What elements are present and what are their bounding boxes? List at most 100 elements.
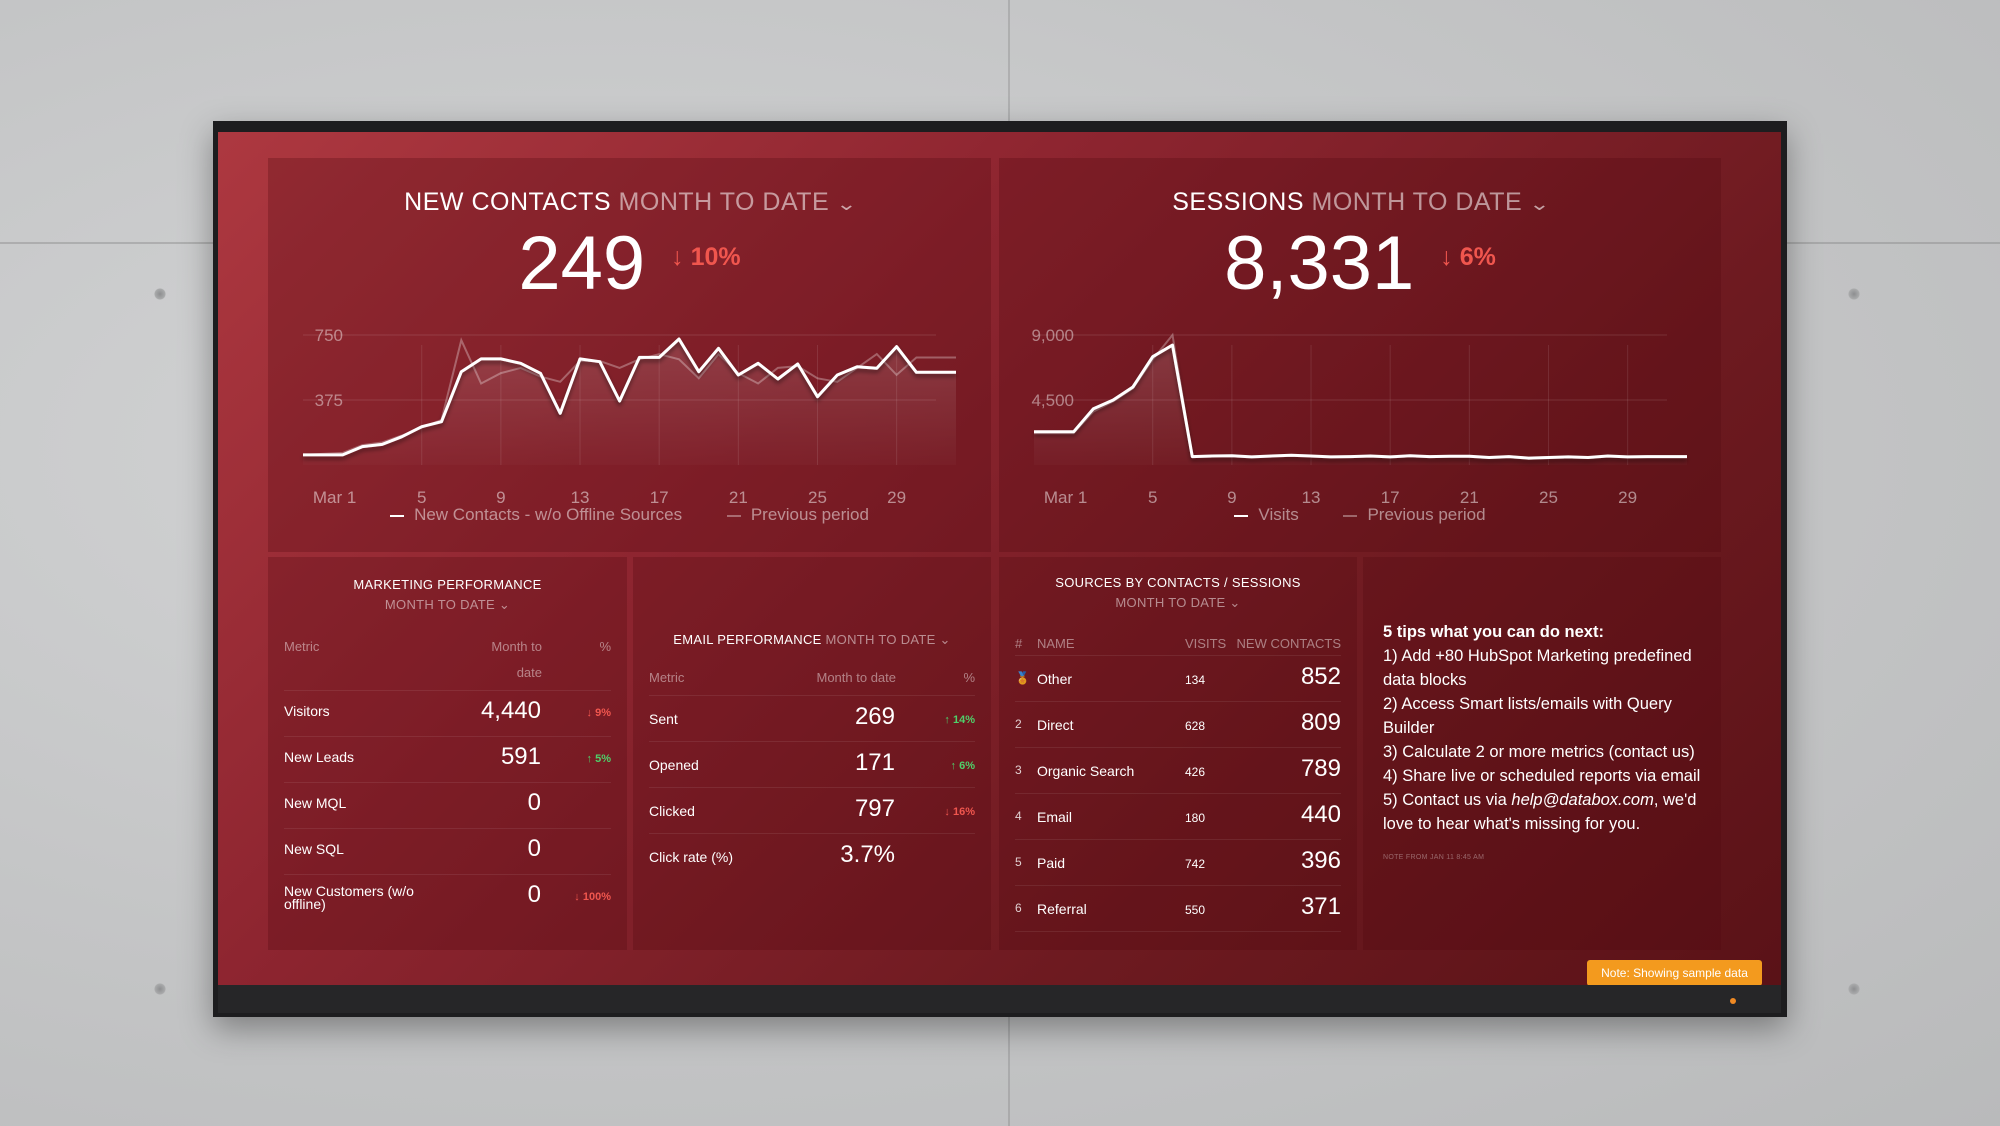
table-row: 5 Paid 742 396 xyxy=(1015,839,1341,885)
column-header: Metric xyxy=(649,670,685,685)
metric-change: ↑ 5% xyxy=(586,753,611,765)
chevron-down-icon[interactable]: ⌄ xyxy=(1529,194,1551,214)
y-tick-label: 4,500 xyxy=(1031,391,1074,410)
title-text: NEW CONTACTS xyxy=(404,188,612,216)
chart-legend: Visits Previous period xyxy=(999,505,1721,525)
chevron-down-icon[interactable]: ⌄ xyxy=(935,632,951,647)
title-text: SESSIONS xyxy=(1172,188,1305,216)
x-tick-label: Mar 1 xyxy=(1044,488,1087,507)
sources-panel: SOURCES BY CONTACTS / SESSIONS MONTH TO … xyxy=(999,557,1357,950)
x-tick-label: 29 xyxy=(1618,488,1637,507)
wall-bolt xyxy=(154,983,166,995)
metric-label: Visitors xyxy=(284,703,330,719)
new-contacts-value: 440 xyxy=(1300,801,1341,828)
metric-value: 171 xyxy=(854,749,895,776)
y-tick-label: 9,000 xyxy=(1031,326,1074,345)
source-name: Organic Search xyxy=(1037,763,1135,779)
panel-title: SOURCES BY CONTACTS / SESSIONS xyxy=(1055,575,1301,590)
period-selector[interactable]: MONTH TO DATE xyxy=(1311,188,1523,216)
y-tick-label: 375 xyxy=(315,391,343,410)
visits-value: 134 xyxy=(1184,673,1205,687)
legend-swatch xyxy=(726,514,741,517)
source-name: Referral xyxy=(1037,901,1087,917)
panel-title: MARKETING PERFORMANCE xyxy=(353,577,542,592)
visits-value: 180 xyxy=(1184,811,1205,825)
table-row: Opened 171 ↑ 6% xyxy=(649,741,975,787)
chevron-down-icon[interactable]: ⌄ xyxy=(836,194,858,214)
rank: 2 xyxy=(1015,717,1022,731)
source-name: Other xyxy=(1037,671,1073,687)
visits-value: 742 xyxy=(1184,857,1205,871)
metric-label: Clicked xyxy=(649,803,695,819)
series-line xyxy=(303,337,956,457)
column-header: Month to date xyxy=(816,670,897,685)
new-contacts-value: 852 xyxy=(1300,663,1341,690)
marketing-performance-panel: MARKETING PERFORMANCE MONTH TO DATE ⌄ Me… xyxy=(268,557,627,950)
sessions-title[interactable]: SESSIONS MONTH TO DATE ⌄ xyxy=(999,188,1721,217)
table-row: New Customers (w/o offline) 0 ↓ 100% xyxy=(284,874,611,920)
period-selector[interactable]: MONTH TO DATE ⌄ xyxy=(999,595,1357,611)
title-text: EMAIL PERFORMANCE xyxy=(673,632,822,647)
tip-item: 5) Contact us via help@databox.com, we'd… xyxy=(1383,788,1718,836)
table-row: Click rate (%) 3.7% xyxy=(649,833,975,879)
metric-label: New SQL xyxy=(284,841,344,857)
new-contacts-value: 371 xyxy=(1300,893,1341,920)
column-header: NAME xyxy=(1037,636,1075,651)
column-header: % xyxy=(599,639,611,654)
note-timestamp: NOTE FROM JAN 11 8:45 AM xyxy=(1383,854,1485,861)
legend-swatch xyxy=(1234,514,1249,517)
table-row: 🏅 Other 134 852 xyxy=(1015,655,1341,701)
visits-value: 550 xyxy=(1184,903,1205,917)
table-row: Sent 269 ↑ 14% xyxy=(649,695,975,741)
table-row xyxy=(1015,931,1341,950)
dashboard-footer-bar xyxy=(218,985,1781,1013)
column-header: % xyxy=(963,670,975,685)
table-row: 3 Organic Search 426 789 xyxy=(1015,747,1341,793)
source-name: Email xyxy=(1037,809,1073,825)
period-selector[interactable]: MONTH TO DATE xyxy=(618,188,830,216)
chevron-down-icon[interactable]: ⌄ xyxy=(494,597,511,612)
period-selector[interactable]: MONTH TO DATE xyxy=(825,632,936,647)
legend-label: New Contacts - w/o Offline Sources xyxy=(414,505,683,524)
x-tick-label: 13 xyxy=(571,488,590,507)
visits-value: 426 xyxy=(1184,765,1205,779)
rank: 6 xyxy=(1015,901,1022,915)
column-header: Metric xyxy=(284,639,320,654)
new-contacts-title[interactable]: NEW CONTACTS MONTH TO DATE ⌄ xyxy=(268,188,991,217)
tip-text: 5) Contact us via xyxy=(1383,791,1512,809)
source-name: Direct xyxy=(1037,717,1074,733)
table-row: Visitors 4,440 ↓ 9% xyxy=(284,690,611,736)
x-tick-label: 13 xyxy=(1302,488,1321,507)
kpi-change: ↓ 6% xyxy=(1440,243,1496,271)
table-row: 2 Direct 628 809 xyxy=(1015,701,1341,747)
dashboard-screen: NEW CONTACTS MONTH TO DATE ⌄ 249 ↓ 10% 375… xyxy=(218,132,1781,986)
page-indicator-dot[interactable] xyxy=(1730,998,1736,1004)
metric-value: 797 xyxy=(854,795,895,822)
new-contacts-value: 396 xyxy=(1300,847,1341,874)
x-tick-label: 5 xyxy=(417,488,426,507)
rank: 🏅 xyxy=(1015,671,1030,685)
x-tick-label: 21 xyxy=(729,488,748,507)
source-name: Paid xyxy=(1037,855,1066,871)
metric-value: 0 xyxy=(527,835,541,862)
table-row: New SQL 0 xyxy=(284,828,611,874)
legend-label: Previous period xyxy=(1367,505,1486,524)
x-tick-label: 29 xyxy=(887,488,906,507)
panel-title[interactable]: EMAIL PERFORMANCE MONTH TO DATE ⌄ xyxy=(633,632,991,648)
kpi-value: 8,331 xyxy=(1224,221,1415,306)
table-row: 6 Referral 550 371 xyxy=(1015,885,1341,931)
period-text: MONTH TO DATE xyxy=(384,597,495,612)
period-selector[interactable]: MONTH TO DATE ⌄ xyxy=(268,597,627,613)
chevron-down-icon[interactable]: ⌄ xyxy=(1225,595,1241,610)
metric-change: ↑ 14% xyxy=(944,714,975,726)
rank: 3 xyxy=(1015,763,1022,777)
sample-data-badge[interactable]: Note: Showing sample data xyxy=(1587,960,1762,986)
rank: 4 xyxy=(1015,809,1022,823)
x-tick-label: 9 xyxy=(1227,488,1236,507)
metric-label: Opened xyxy=(649,757,699,773)
new-contacts-value: 789 xyxy=(1300,755,1341,782)
tips-panel: 5 tips what you can do next: 1) Add +80 … xyxy=(1363,557,1721,950)
email-link[interactable]: help@databox.com xyxy=(1511,791,1654,809)
sessions-panel: SESSIONS MONTH TO DATE ⌄ 8,331 ↓ 6% 4,500 9… xyxy=(999,158,1721,552)
visits-value: 628 xyxy=(1184,719,1205,733)
